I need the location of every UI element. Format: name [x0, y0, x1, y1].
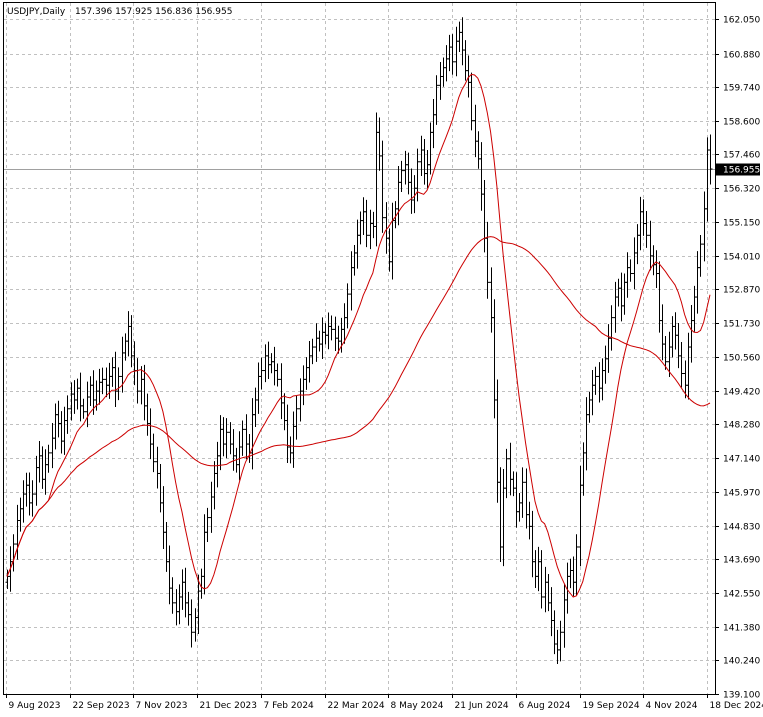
grid: [4, 3, 715, 695]
ohlc-bar: [151, 433, 156, 473]
moving-averages: [6, 73, 711, 598]
x-tick-label: 21 Dec 2023: [200, 701, 258, 711]
y-tick-label: 147.140: [723, 455, 760, 465]
y-tick-label: 152.870: [723, 286, 760, 296]
plot-frame: [3, 2, 716, 695]
y-tick-label: 157.460: [723, 151, 760, 161]
x-tick-label: 9 Aug 2023: [9, 701, 61, 711]
ohlc-bar: [294, 395, 299, 440]
ohlc-bar: [100, 367, 105, 395]
x-tick-label: 22 Sep 2023: [73, 701, 130, 711]
x-axis: 9 Aug 2023 22 Sep 2023 7 Nov 2023 21 Dec 20…: [6, 694, 763, 711]
ohlc-bar: [485, 221, 490, 299]
ohlc-bar: [574, 534, 579, 595]
ohlc-bar: [628, 259, 633, 282]
y-tick-label: 144.830: [723, 523, 760, 533]
ohlc-bar: [116, 367, 121, 401]
ohlc-bar: [593, 366, 598, 395]
ohlc-bar: [399, 160, 404, 193]
ohlc-bar: [30, 480, 35, 517]
ohlc-bar: [364, 199, 369, 248]
price-bars: [5, 17, 713, 665]
last-price-label: 156.955: [716, 163, 760, 176]
ohlc-bar: [240, 420, 245, 456]
ohlc-bar: [469, 72, 474, 131]
ohlc-bar: [46, 444, 51, 473]
y-tick-label: 154.010: [723, 253, 760, 263]
x-tick-label: 6 Aug 2024: [519, 701, 571, 711]
y-tick-label: 159.740: [723, 84, 760, 94]
ohlc-bar: [189, 599, 194, 648]
y-tick-label: 162.050: [723, 16, 760, 26]
x-tick-label: 8 May 2024: [391, 701, 444, 711]
x-tick-label: 4 Nov 2024: [646, 701, 698, 711]
y-tick-label: 155.150: [723, 219, 760, 229]
ohlc-bar: [450, 34, 455, 75]
y-axis: 139.100 140.240 141.380 142.550 143.690 144.8…: [715, 16, 760, 701]
x-tick-label: 22 Mar 2024: [328, 701, 385, 711]
fast-ma-line: [6, 73, 711, 598]
ohlc-bar: [345, 283, 350, 329]
ohlc-bar: [170, 577, 175, 614]
y-tick-label: 158.600: [723, 118, 760, 128]
x-tick-label: 19 Sep 2024: [583, 701, 640, 711]
y-tick-label: 160.880: [723, 51, 760, 61]
ohlc-bar: [275, 363, 280, 387]
ohlc-bar: [644, 210, 649, 248]
ohlc-bar: [415, 148, 420, 202]
slow-ma-line: [6, 236, 711, 577]
ohlc-bar: [539, 550, 544, 609]
ohlc-bar: [504, 448, 509, 499]
ohlc-bar: [663, 335, 668, 370]
y-tick-label: 141.380: [723, 624, 760, 634]
y-tick-label: 143.690: [723, 556, 760, 566]
ohlc-bar: [81, 398, 86, 419]
ohlc-bar: [65, 395, 70, 434]
y-tick-label: 150.560: [723, 354, 760, 364]
y-tick-label: 142.550: [723, 590, 760, 600]
ohlc-bar: [224, 418, 229, 459]
y-tick-label: 139.100: [723, 691, 760, 701]
ohlc-bar: [310, 338, 315, 365]
ohlc-bar: [609, 305, 614, 351]
y-tick-label: 148.280: [723, 421, 760, 431]
ohlc-bar: [679, 341, 684, 388]
ohlc-bar: [380, 140, 385, 233]
ohlc-bar: [329, 315, 334, 341]
ohlc-bar: [708, 134, 713, 185]
ohlc-bar: [434, 75, 439, 125]
symbol-timeframe: USDJPY,Daily: [7, 7, 66, 17]
x-tick-label: 7 Feb 2024: [264, 701, 315, 711]
price-label-text: 156.955: [723, 166, 760, 176]
y-tick-label: 145.970: [723, 489, 760, 499]
x-tick-label: 21 Jun 2024: [455, 701, 509, 711]
ohlc-bar: [205, 507, 210, 543]
y-tick-label: 156.320: [723, 185, 760, 195]
y-tick-label: 151.730: [723, 320, 760, 330]
ohlc-readout: 157.396 157.925 156.836 156.955: [75, 7, 232, 17]
y-tick-label: 149.420: [723, 388, 760, 398]
price-label-box: [716, 163, 760, 176]
ohlc-bar: [520, 467, 525, 518]
x-tick-label: 18 Dec 2024: [710, 701, 763, 711]
ohlc-bar: [558, 620, 563, 662]
x-tick-label: 7 Nov 2023: [136, 701, 188, 711]
ohlc-bar: [259, 357, 264, 390]
y-tick-label: 140.240: [723, 657, 760, 667]
ohlc-bar: [698, 234, 703, 277]
